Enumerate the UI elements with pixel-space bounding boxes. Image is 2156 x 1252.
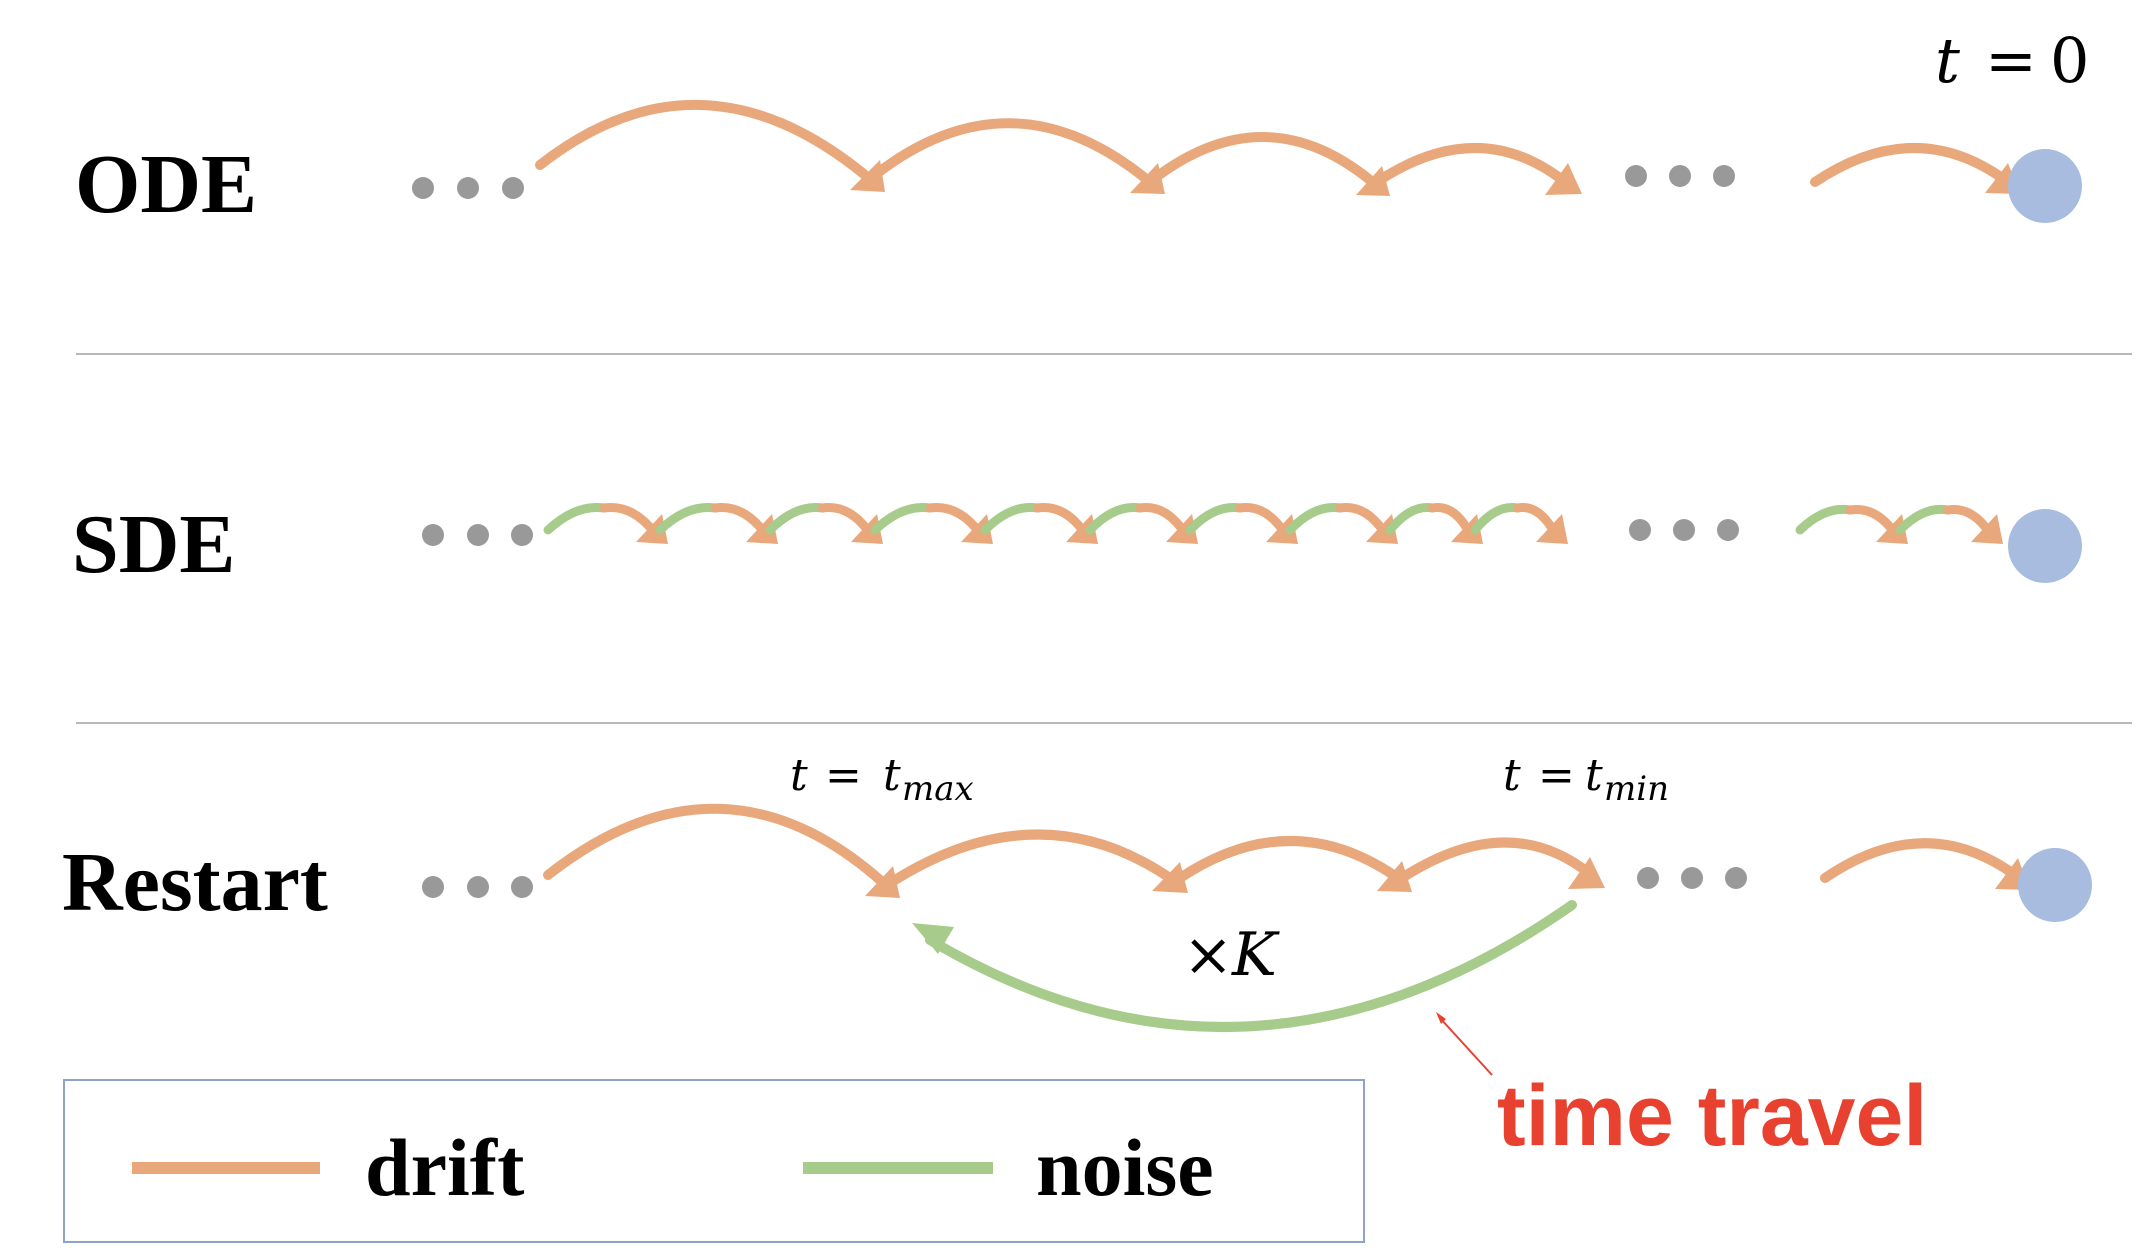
- sde-drift-segment: [1135, 503, 1189, 537]
- restart-drift-step: [1400, 837, 1595, 881]
- sde-noise-segment: [655, 502, 720, 535]
- sde-noise-segment: [1085, 502, 1145, 535]
- t-max-lhs: t: [790, 750, 808, 801]
- t-zero-eq: =: [1985, 24, 2037, 97]
- sde-noise-segment: [543, 502, 609, 535]
- sde-arrowhead: [1451, 514, 1483, 544]
- t-max-var: t: [883, 750, 901, 801]
- time-travel-callout: time travel: [1497, 1068, 1927, 1164]
- sde-drift-segment: [818, 503, 874, 537]
- sde-drift-segment: [1235, 503, 1289, 537]
- restart-drift-step: [543, 803, 885, 885]
- sde-drift-segment: [1428, 503, 1474, 537]
- ode-drift-step: [870, 118, 1150, 183]
- ode-drift-step: [1375, 143, 1570, 187]
- restart-drift-step: [1175, 836, 1400, 883]
- sde-noise-segment: [870, 502, 935, 535]
- sde-noise-segment: [1895, 504, 1952, 535]
- ode-arrowhead: [850, 160, 885, 192]
- row-label-sde: SDE: [72, 498, 235, 591]
- ode-endpoint: [2008, 149, 2082, 223]
- sde-drift-segment: [1033, 503, 1089, 537]
- t-min-var: t: [1585, 750, 1603, 801]
- sde-arrowhead: [851, 514, 883, 544]
- sde-noise-segment: [765, 502, 827, 535]
- sde-arrowhead: [1536, 514, 1568, 544]
- t-max-sub: max: [902, 769, 974, 809]
- sde-drift-segment: [1943, 504, 1994, 537]
- restart-arrowhead: [1568, 857, 1605, 889]
- t-min-eq: =: [1538, 750, 1575, 801]
- ode-arrowhead: [1130, 163, 1165, 194]
- sde-arrowhead: [1876, 514, 1908, 544]
- t-zero-rhs: 0: [2050, 24, 2089, 97]
- legend-box: [63, 1079, 1365, 1243]
- restart-arrowhead: [865, 866, 900, 898]
- sde-arrowhead: [746, 514, 778, 544]
- sde-arrowhead: [1366, 514, 1398, 544]
- callout-pointer-head: [1436, 1012, 1446, 1024]
- restart-final-drift-step: [1820, 838, 2020, 883]
- sde-noise-segment: [1185, 502, 1245, 535]
- sde-endpoint: [2008, 509, 2082, 583]
- sde-arrowhead: [961, 514, 993, 544]
- restart-endpoint: [2018, 848, 2092, 922]
- row-label-ode: ODE: [75, 138, 257, 231]
- sde-noise-segment: [1385, 502, 1437, 535]
- legend-noise-label: noise: [1036, 1122, 1214, 1213]
- sde-arrowhead: [1971, 514, 2003, 544]
- sde-trailing-ellipsis: [1629, 519, 1739, 541]
- repeat-var: K: [1231, 920, 1280, 990]
- sde-final-steps: [1795, 504, 2003, 544]
- restart-drift-steps: [543, 803, 1595, 885]
- t-max-eq: =: [825, 750, 862, 801]
- sde-drift-segment: [710, 503, 769, 537]
- row-label-restart: Restart: [62, 836, 328, 929]
- ode-leading-ellipsis: [412, 177, 524, 199]
- restart-noise-arrowhead: [912, 923, 954, 954]
- ode-final-drift-step: [1810, 143, 2010, 187]
- restart-noise-jump: [925, 900, 1577, 1032]
- restart-arrowhead: [1152, 862, 1188, 893]
- legend-drift-label: drift: [365, 1122, 524, 1213]
- restart-leading-ellipsis: [422, 876, 533, 898]
- ode-trailing-ellipsis: [1625, 165, 1735, 187]
- sde-noise-segment: [1285, 502, 1345, 535]
- sde-arrowhead: [636, 514, 668, 544]
- restart-drift-arrowheads: [865, 857, 1605, 898]
- t-min-lhs: t: [1503, 750, 1521, 801]
- sde-noise-segment: [980, 502, 1042, 535]
- sde-arrowhead: [1066, 514, 1098, 544]
- sde-drift-segment: [1335, 503, 1389, 537]
- sde-arrowhead: [1166, 514, 1198, 544]
- sde-drift-segment: [925, 503, 984, 537]
- ode-drift-steps: [535, 100, 1570, 187]
- sde-steps: [543, 502, 1568, 544]
- restart-trailing-ellipsis: [1637, 867, 1747, 889]
- restart-arrowhead: [1377, 861, 1412, 892]
- t-min-sub: min: [1604, 769, 1669, 809]
- t-zero-lhs: t: [1935, 24, 1960, 97]
- sde-noise-segment: [1795, 504, 1855, 535]
- repeat-k-label: × K: [1183, 920, 1280, 990]
- ode-drift-step: [1150, 132, 1375, 185]
- ode-arrowhead: [1356, 166, 1390, 196]
- sde-drift-segment: [599, 503, 659, 537]
- sde-noise-segment: [1470, 502, 1522, 535]
- sde-arrowhead: [1266, 514, 1298, 544]
- sde-leading-ellipsis: [422, 524, 533, 546]
- ode-drift-arrowheads: [850, 160, 1582, 196]
- repeat-times: ×: [1183, 920, 1233, 990]
- ode-arrowhead: [1545, 163, 1582, 195]
- sde-drift-segment: [1513, 503, 1559, 537]
- t-min-label: t = t min: [1503, 750, 1669, 809]
- ode-drift-step: [535, 100, 870, 180]
- t-max-label: t = t max: [790, 750, 974, 809]
- sde-drift-segment: [1845, 504, 1899, 537]
- callout-pointer: [1439, 1017, 1493, 1076]
- legend: drift noise: [63, 1079, 1365, 1243]
- restart-drift-step: [890, 829, 1175, 885]
